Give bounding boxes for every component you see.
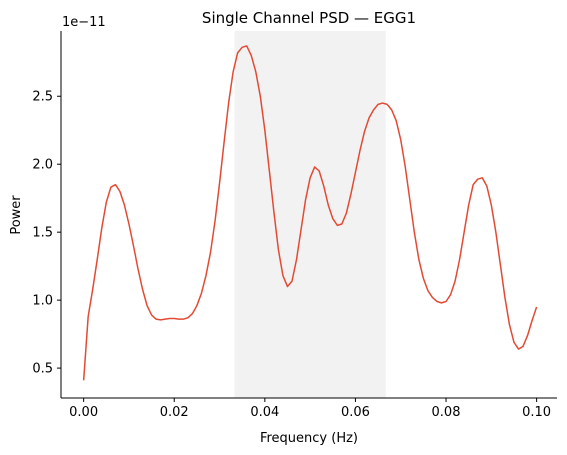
y-axis-label: Power — [9, 195, 24, 235]
x-tick-label: 0.02 — [160, 405, 189, 420]
y-tick-label: 0.5 — [32, 362, 53, 377]
x-tick-label: 0.08 — [432, 405, 461, 420]
x-tick-label: 0.04 — [250, 405, 279, 420]
x-tick-label: 0.10 — [522, 405, 551, 420]
axes-layer — [60, 31, 557, 399]
y-tick-label: 2.0 — [32, 158, 53, 173]
chart-title: Single Channel PSD — EGG1 — [202, 9, 416, 27]
shaded-band-layer — [234, 31, 386, 398]
shaded-frequency-band — [234, 31, 386, 398]
x-tick-label: 0.06 — [341, 405, 370, 420]
series-line-layer — [82, 45, 538, 381]
series-line-0 — [82, 45, 538, 381]
y-tick-label: 2.5 — [32, 90, 53, 105]
ticks-layer: 0.00 0.02 0.04 0.06 0.08 0.10 0.5 1.0 1.5 2.0 2.5 — [32, 90, 551, 420]
y-tick-label: 1.5 — [32, 226, 53, 241]
y-tick-label: 1.0 — [32, 294, 53, 309]
y-offset-label: 1e−11 — [62, 15, 106, 30]
x-axis-label: Frequency (Hz) — [260, 431, 358, 446]
x-tick-label: 0.00 — [69, 405, 98, 420]
